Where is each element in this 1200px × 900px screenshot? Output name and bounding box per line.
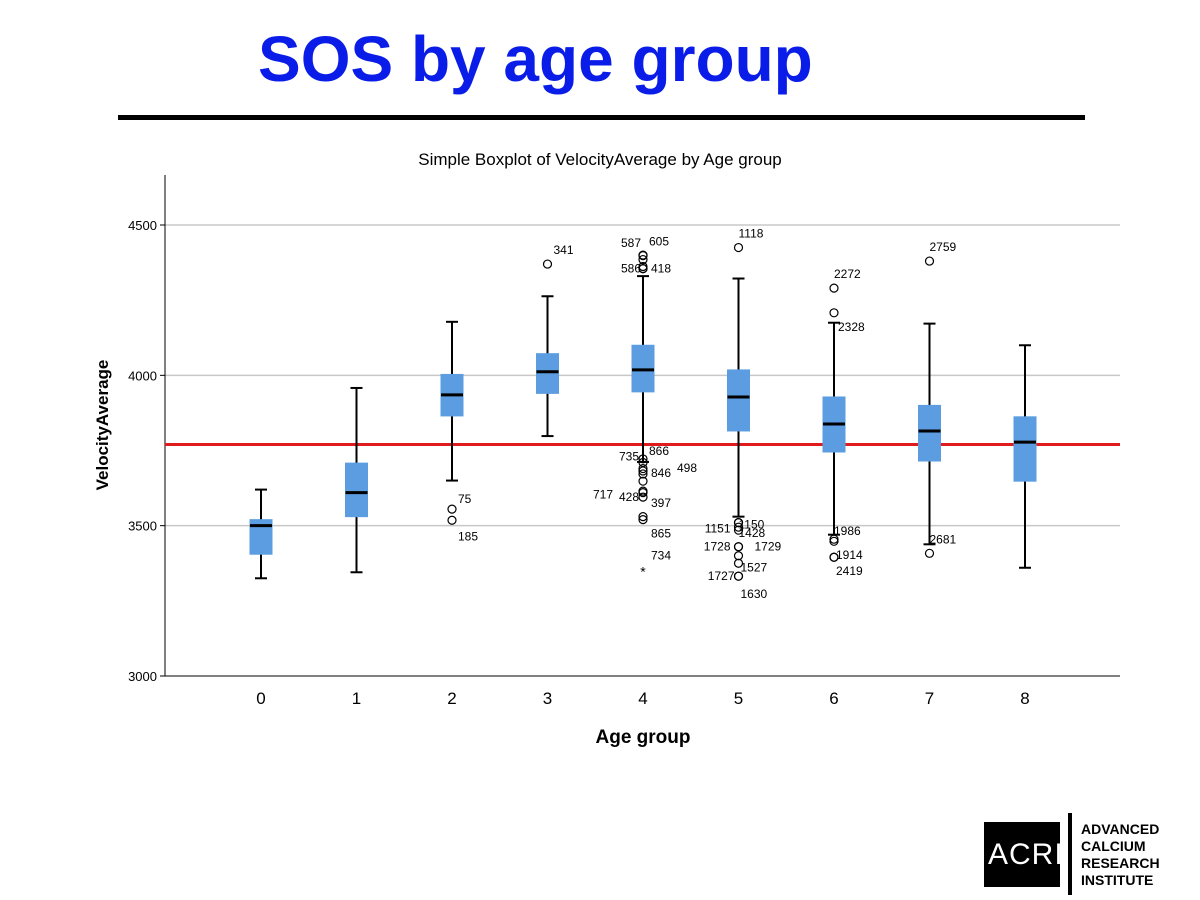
outlier-point [638, 251, 648, 261]
x-tick-label: 3 [543, 689, 552, 708]
outlier-point [447, 515, 457, 525]
x-tick-label: 7 [925, 689, 934, 708]
outlier-point [733, 242, 744, 253]
y-tick-label: 3500 [128, 519, 157, 534]
outlier-point [733, 542, 744, 552]
logo-line-4: INSTITUTE [1081, 872, 1154, 888]
outlier-point [733, 571, 744, 581]
logo-line-2: CALCIUM [1081, 838, 1146, 854]
outlier-point [733, 551, 744, 561]
outlier-point [638, 515, 648, 525]
outlier-point [733, 558, 744, 568]
outlier-label: 341 [554, 243, 574, 257]
outlier-label: 846 [651, 466, 671, 480]
outlier-point [733, 522, 744, 532]
outlier-point [638, 463, 648, 474]
outlier-label: 2328 [838, 320, 865, 334]
acri-logo-mark [984, 822, 1060, 887]
outlier-label: 428 [619, 490, 639, 504]
outlier-point [829, 536, 839, 546]
x-tick-label: 1 [352, 689, 361, 708]
outlier-label: 1118 [739, 227, 764, 241]
outlier-label: 185 [458, 529, 478, 543]
outlier-point [924, 548, 935, 558]
chart-title: Simple Boxplot of VelocityAverage by Age… [418, 150, 782, 169]
outlier-label: 1729 [755, 540, 782, 554]
logo-text: ADVANCED CALCIUM RESEARCH INSTITUTE [1081, 821, 1160, 889]
outlier-label: 1986 [834, 524, 861, 538]
x-tick-label: 2 [447, 689, 456, 708]
outlier-point [542, 259, 553, 269]
logo-line-3: RESEARCH [1081, 855, 1160, 871]
outlier-label: 418 [651, 262, 671, 276]
outlier-point [638, 492, 648, 502]
x-tick-label: 4 [638, 689, 647, 708]
outlier-label: 397 [651, 496, 671, 510]
outlier-point [638, 263, 648, 274]
outlier-label: 498 [677, 461, 697, 475]
outlier-label: 1914 [836, 548, 863, 562]
outlier-label: 1150 [739, 518, 765, 532]
outlier-point [638, 454, 648, 464]
outlier-label: 75 [458, 492, 472, 506]
outlier-point [638, 469, 648, 479]
outlier-label: 1527 [741, 560, 768, 574]
acri-logo-letters: ACRI [988, 838, 1064, 871]
y-tick-label: 4000 [128, 368, 157, 383]
y-tick-label: 4500 [128, 218, 157, 233]
outlier-label: 865 [651, 527, 671, 541]
box-iqr [1013, 416, 1037, 482]
y-axis-label: VelocityAverage [93, 360, 112, 491]
x-axis-label: Age group [596, 727, 691, 748]
outlier-point [638, 487, 648, 498]
outlier-label: 1428 [739, 526, 766, 540]
box-iqr [918, 404, 941, 462]
outlier-point [638, 512, 648, 522]
outlier-label: 2681 [930, 532, 957, 546]
outlier-label: 734 [651, 548, 671, 562]
outlier-label: 1727 [708, 569, 735, 583]
outlier-label: 1630 [741, 587, 768, 601]
outlier-label: 586 [621, 262, 641, 276]
outlier-label: 605 [649, 235, 669, 249]
x-tick-label: 0 [256, 689, 265, 708]
outlier-point [924, 256, 935, 266]
outlier-point [829, 283, 839, 293]
y-tick-label: 3000 [128, 669, 157, 684]
outlier-point [447, 504, 457, 514]
outlier-label: 2272 [834, 267, 861, 281]
logo-line-1: ADVANCED [1081, 821, 1160, 837]
outlier-label: 1151 [705, 522, 731, 536]
outlier-point [638, 466, 648, 476]
boxplot-chart: 3000 3500 4000 4500 0 1 2 3 4 5 6 7 8 * 75 185 341 587 6… [93, 150, 1120, 748]
outlier-label: 2419 [836, 564, 863, 578]
extreme-point: * [640, 563, 646, 579]
outlier-label: 587 [621, 236, 641, 250]
x-tick-label: 8 [1020, 689, 1029, 708]
outlier-point [638, 476, 648, 486]
outlier-point [829, 308, 839, 318]
box-iqr [536, 353, 559, 394]
box-iqr [727, 369, 750, 432]
outlier-point [638, 254, 648, 265]
logo-separator [1068, 813, 1072, 895]
outlier-label: 735 [619, 450, 639, 464]
box-iqr [249, 519, 273, 555]
outlier-label: 866 [649, 444, 669, 458]
outlier-label: 1728 [704, 540, 731, 554]
title-divider [118, 115, 1085, 120]
slide-title: SOS by age group [258, 23, 813, 95]
x-tick-label: 6 [829, 689, 838, 708]
outlier-label: 717 [593, 488, 613, 502]
box-iqr [345, 462, 368, 518]
x-tick-label: 5 [734, 689, 743, 708]
outlier-label: 2759 [930, 240, 957, 254]
outlier-point [829, 552, 839, 562]
outlier-point [733, 525, 744, 535]
